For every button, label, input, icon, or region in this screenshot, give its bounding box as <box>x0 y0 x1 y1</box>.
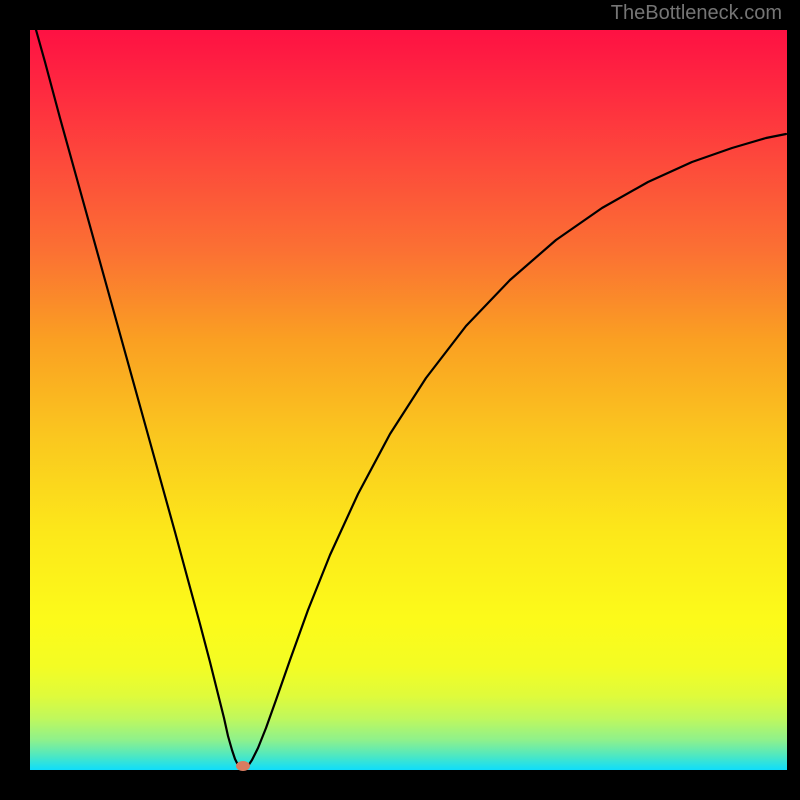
attribution-label: TheBottleneck.com <box>611 2 782 25</box>
bottleneck-curve <box>0 0 800 800</box>
chart-root: TheBottleneck.com <box>0 0 800 800</box>
optimum-marker <box>236 761 250 771</box>
